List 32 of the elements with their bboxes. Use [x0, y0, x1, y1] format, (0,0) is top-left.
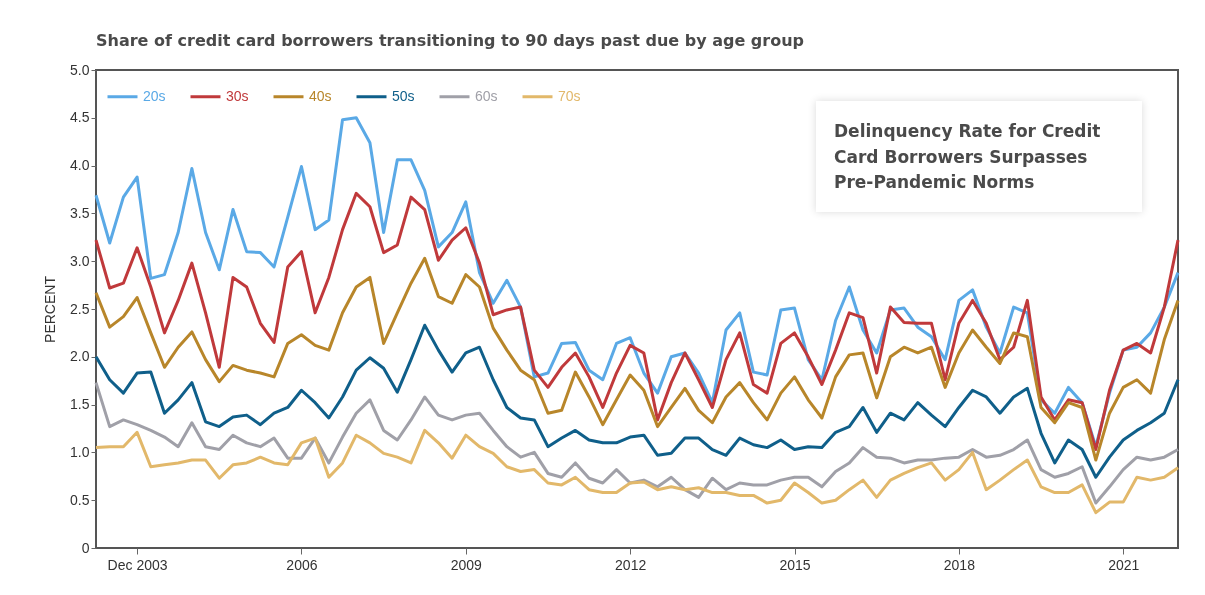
- legend-label: 60s: [475, 87, 498, 104]
- legend-label: 20s: [143, 87, 166, 104]
- y-tick-label: 1.0: [70, 443, 90, 460]
- legend-label: 70s: [558, 87, 581, 104]
- line-series: [94, 381, 1180, 505]
- y-axis-title: PERCENT: [42, 275, 59, 343]
- x-tick-label: 2021: [1108, 556, 1140, 573]
- y-tick-label: 0.5: [70, 491, 90, 508]
- y-tick-label: 2.5: [70, 300, 90, 317]
- y-tick-label: 1.5: [70, 396, 90, 413]
- legend-label: 40s: [309, 87, 332, 104]
- y-tick-label: 4.5: [70, 109, 90, 126]
- x-tick-label: 2018: [943, 556, 976, 573]
- y-tick-label: 0: [81, 539, 90, 556]
- x-tick-label: 2006: [286, 556, 318, 573]
- x-tick-label: 2009: [450, 556, 483, 573]
- line-series: [94, 256, 1180, 462]
- x-tick-label: 2012: [615, 556, 647, 573]
- x-tick-label: 2015: [779, 556, 811, 573]
- y-tick-label: 5.0: [70, 61, 90, 78]
- y-tick-label: 3.5: [70, 204, 90, 221]
- x-tick-label: Dec 2003: [107, 556, 168, 573]
- y-tick-label: 2.0: [70, 348, 90, 365]
- y-tick-label: 3.0: [70, 252, 90, 269]
- line-series: [94, 191, 1180, 452]
- line-series: [94, 323, 1180, 479]
- legend-label: 50s: [392, 87, 415, 104]
- callout-box: Delinquency Rate for Credit Card Borrowers Surpasses Pre-Pandemic Norms: [816, 101, 1142, 212]
- legend-label: 30s: [226, 87, 249, 104]
- chart-title: Share of credit card borrowers transitioning to 90 days past due by age group: [96, 31, 804, 50]
- y-tick-label: 4.0: [70, 157, 90, 174]
- line-series: [94, 428, 1180, 515]
